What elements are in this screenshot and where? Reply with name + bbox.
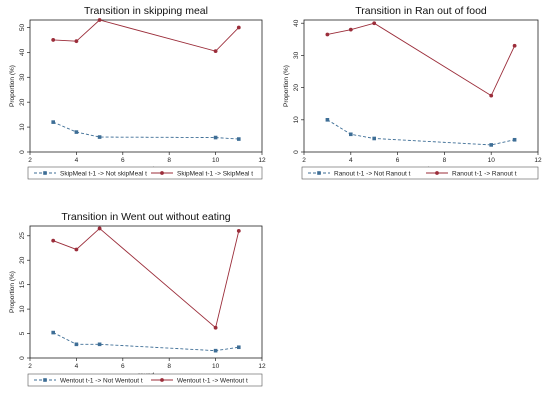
chart-panel-3: Transition in Went out without eating 2 4 6… <box>9 211 266 387</box>
legend-marker-circle <box>435 171 439 175</box>
data-point-circle <box>97 18 102 22</box>
legend-label: Ranout t-1 -> Not Ranout t <box>334 170 411 177</box>
series-line <box>53 121 239 140</box>
y-tick-label: 50 <box>19 23 26 31</box>
legend-marker-square <box>43 378 47 382</box>
plot-frame <box>29 225 263 359</box>
chart-panel-1: Transition in skipping meal 2 4 6 8 10 12 0 10 20… <box>9 5 266 180</box>
y-tick-label: 0 <box>19 150 26 154</box>
x-tick-label: 8 <box>167 363 171 370</box>
data-point-square <box>237 137 241 141</box>
chart-title: Transition in skipping meal <box>84 5 208 17</box>
data-point-square <box>237 345 241 350</box>
x-tick-label: 2 <box>28 363 32 370</box>
legend-label: Wentout t-1 -> Not Wentout t <box>60 377 143 384</box>
x-tick-label: 12 <box>258 363 266 370</box>
series-line <box>327 119 515 146</box>
data-point-circle <box>372 21 377 26</box>
data-point-circle <box>97 226 102 231</box>
y-tick-label: 30 <box>293 51 300 59</box>
y-tick-label: 20 <box>293 84 300 92</box>
y-tick-label: 0 <box>19 356 26 360</box>
data-point-circle <box>74 39 79 44</box>
y-tick-label: 10 <box>293 116 300 124</box>
x-tick-label: 12 <box>258 157 266 164</box>
x-tick-label: 10 <box>212 157 220 164</box>
data-point-circle <box>213 325 218 330</box>
data-point-square <box>489 143 493 147</box>
legend-box <box>301 166 539 180</box>
data-point-square <box>372 136 376 141</box>
legend-marker-circle <box>160 171 164 175</box>
data-point-square <box>74 130 79 134</box>
data-point-square <box>97 135 102 139</box>
data-point-square <box>51 330 55 335</box>
legend-label: Ranout t-1 -> Ranout t <box>452 170 517 177</box>
y-axis-label: Proportion (%) <box>283 65 290 107</box>
legend-label: Wentout t-1 -> Wentout t <box>177 377 248 384</box>
y-tick-label: 10 <box>19 123 26 131</box>
x-tick-label: 2 <box>28 157 32 164</box>
y-axis-label: Proportion (%) <box>9 271 16 313</box>
y-tick-label: 20 <box>19 256 26 264</box>
legend-marker-square <box>317 171 321 175</box>
x-tick-label: 4 <box>349 157 353 164</box>
data-point-circle <box>74 247 79 252</box>
data-point-circle <box>213 49 218 54</box>
data-point-square <box>51 120 55 124</box>
data-point-circle <box>512 43 517 48</box>
data-point-circle <box>51 38 56 42</box>
y-tick-label: 0 <box>293 150 300 154</box>
y-tick-label: 15 <box>19 281 26 289</box>
legend-marker-circle <box>160 378 164 382</box>
chart-title: Transition in Ran out of food <box>355 5 487 17</box>
x-tick-label: 10 <box>488 157 496 164</box>
series-line <box>53 19 240 52</box>
x-tick-label: 8 <box>167 157 171 164</box>
y-tick-label: 5 <box>19 331 26 335</box>
plot-frame <box>303 19 539 153</box>
x-tick-label: 4 <box>75 363 79 370</box>
y-tick-label: 40 <box>293 19 300 27</box>
x-tick-label: 6 <box>396 157 400 164</box>
legend-label: SkipMeal t-1 -> Not skipMeal t <box>60 170 147 177</box>
y-tick-label: 30 <box>19 73 26 81</box>
chart-title: Transition in Went out without eating <box>61 211 230 223</box>
data-point-square <box>325 118 330 122</box>
x-tick-label: 10 <box>212 363 220 370</box>
y-tick-label: 20 <box>19 98 26 106</box>
data-point-square <box>213 348 218 353</box>
x-tick-label: 8 <box>443 157 447 164</box>
plot-frame <box>29 19 263 153</box>
data-point-circle <box>236 25 241 30</box>
x-tick-label: 2 <box>302 157 306 164</box>
data-point-circle <box>51 238 56 243</box>
data-point-square <box>74 342 79 347</box>
legend-box <box>27 166 263 180</box>
x-tick-label: 6 <box>121 363 125 370</box>
data-point-circle <box>348 27 353 32</box>
legend-box <box>27 373 263 387</box>
y-axis-label: Proportion (%) <box>9 65 16 107</box>
y-tick-label: 25 <box>19 232 26 240</box>
chart-panel-2: Transition in Ran out of food 2 4 6 8 10 12 0 10… <box>283 5 542 180</box>
series-line <box>52 332 239 352</box>
legend-label: SkipMeal t-1 -> SkipMeal t <box>177 170 253 177</box>
legend-marker-square <box>43 171 47 175</box>
y-tick-label: 10 <box>19 305 26 313</box>
y-tick-label: 40 <box>19 48 26 56</box>
data-point-circle <box>236 228 241 233</box>
series-line <box>53 227 240 329</box>
x-tick-label: 12 <box>534 157 542 164</box>
x-tick-label: 6 <box>121 157 125 164</box>
series-line <box>327 22 516 97</box>
data-point-square <box>512 137 517 142</box>
data-point-circle <box>325 32 330 37</box>
data-point-square <box>97 342 102 347</box>
data-point-circle <box>489 93 494 98</box>
x-tick-label: 4 <box>75 157 79 164</box>
data-point-square <box>213 135 218 140</box>
data-point-square <box>349 132 353 137</box>
